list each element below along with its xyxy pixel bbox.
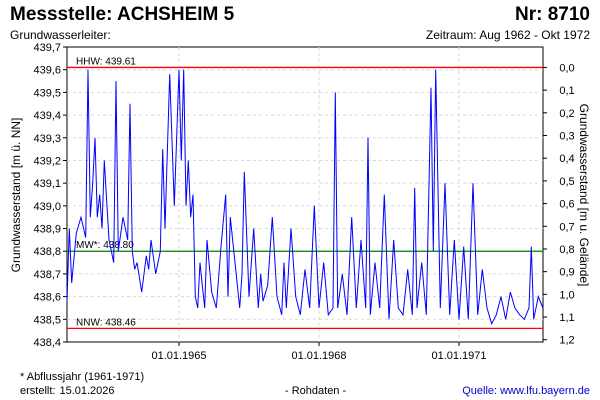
y-tick-label: 439,2 — [33, 155, 61, 167]
y2-tick-label: 0,6 — [559, 199, 574, 211]
y-tick-label: 438,9 — [33, 224, 61, 236]
x-tick-label: 01.01.1971 — [431, 350, 486, 362]
x-tick-label: 01.01.1965 — [151, 350, 206, 362]
y-tick-label: 439,4 — [33, 110, 61, 122]
reference-label: HHW: 439.61 — [76, 56, 136, 67]
y2-tick-label: 0,0 — [559, 62, 574, 74]
y-tick-label: 438,4 — [33, 337, 61, 349]
page-title: Messstelle: ACHSHEIM 5 — [10, 4, 235, 25]
y-tick-label: 438,5 — [33, 314, 61, 326]
reference-label: NNW: 438.46 — [76, 317, 136, 328]
y2-axis-label: Grundwasserstand [m u. Gelände] — [577, 104, 591, 287]
y2-tick-label: 0,4 — [559, 153, 574, 165]
y2-tick-label: 0,3 — [559, 131, 574, 143]
raw-data-label: - Rohdaten - — [285, 385, 347, 397]
created-label: erstellt: — [20, 385, 56, 397]
y-tick-label: 438,6 — [33, 292, 61, 304]
y2-tick-label: 0,5 — [559, 176, 574, 188]
y-tick-label: 439,6 — [33, 65, 61, 77]
y-tick-label: 439,3 — [33, 133, 61, 145]
grid — [67, 47, 543, 342]
x-axis-ticks: 01.01.1965 01.01.1968 01.01.1971 — [151, 342, 487, 362]
source-link[interactable]: Quelle: www.lfu.bayern.de — [462, 385, 590, 397]
y-tick-label: 439,1 — [33, 178, 61, 190]
reference-label: MW*: 438.80 — [76, 240, 134, 251]
footnote: * Abflussjahr (1961-1971) — [20, 371, 145, 383]
aquifer-label: Grundwasserleiter: — [10, 28, 111, 42]
y-tick-label: 438,8 — [33, 246, 61, 258]
y-tick-label: 439,5 — [33, 87, 61, 99]
y2-tick-label: 0,7 — [559, 221, 574, 233]
y2-tick-label: 0,8 — [559, 244, 574, 256]
station-number: Nr: 8710 — [515, 4, 590, 25]
y2-axis-ticks: 0,0 0,1 0,2 0,3 0,4 0,5 0,6 0,7 0,8 0,9 1,0 1,1 1,2 — [543, 62, 575, 347]
created-date: 15.01.2026 — [59, 385, 115, 397]
y-axis-label: Grundwasserstand [m ü. NN] — [9, 118, 23, 273]
y-axis-ticks: 438,4 438,5 438,6 438,7 438,8 438,9 439,0 439,1… — [33, 42, 67, 349]
y-tick-label: 439,0 — [33, 201, 61, 213]
period-label: Zeitraum: Aug 1962 - Okt 1972 — [425, 28, 590, 42]
series-line-groundwater — [66, 69, 544, 326]
y-tick-label: 439,7 — [33, 42, 61, 54]
x-tick-label: 01.01.1968 — [291, 350, 346, 362]
y2-tick-label: 0,2 — [559, 108, 574, 120]
created-info: erstellt: 15.01.2026 — [20, 385, 119, 397]
y2-tick-label: 0,1 — [559, 85, 574, 97]
y-tick-label: 438,7 — [33, 269, 61, 281]
y2-tick-label: 1,1 — [559, 312, 574, 324]
plot-area — [66, 46, 544, 343]
y2-tick-label: 1,2 — [559, 335, 574, 347]
y2-tick-label: 1,0 — [559, 289, 574, 301]
y2-tick-label: 0,9 — [559, 267, 574, 279]
